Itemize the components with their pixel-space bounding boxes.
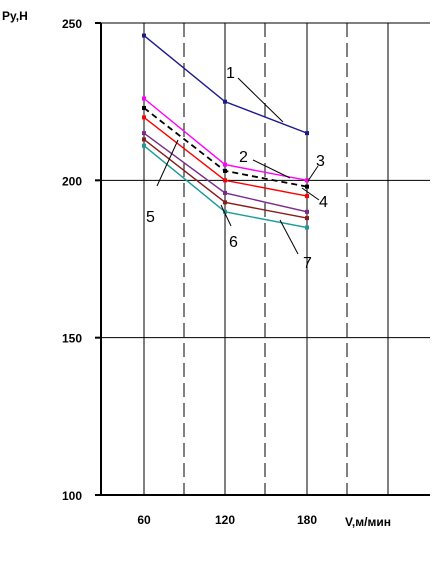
x-tick-label: 180 <box>297 513 317 527</box>
callout-leader-4 <box>301 187 320 201</box>
data-point-4 <box>142 115 146 120</box>
data-point-5 <box>305 209 309 214</box>
data-point-6 <box>305 216 309 221</box>
data-point-3 <box>305 184 309 189</box>
grid <box>95 22 430 496</box>
data-point-7 <box>142 143 146 148</box>
data-point-2 <box>223 162 227 167</box>
x-axis-label: V,м/мин <box>345 515 391 529</box>
callout-leader-5 <box>156 139 179 187</box>
callout-label-5: 5 <box>146 209 155 226</box>
callout-label-6: 6 <box>229 234 238 251</box>
callout-leader-3 <box>307 165 319 182</box>
y-tick-label: 150 <box>62 332 82 346</box>
y-axis-label: Py,H <box>2 9 28 23</box>
data-point-7 <box>305 225 309 230</box>
data-point-5 <box>223 190 227 195</box>
data-point-5 <box>142 131 146 136</box>
callout-label-7: 7 <box>303 255 312 272</box>
callout-label-2: 2 <box>239 149 248 166</box>
callout-leader-2 <box>252 159 291 179</box>
x-tick-label: 60 <box>137 513 151 527</box>
data-point-1 <box>223 99 227 104</box>
callout-label-4: 4 <box>319 194 328 211</box>
y-tick-label: 100 <box>62 489 82 503</box>
callout-label-1: 1 <box>226 65 235 82</box>
data-point-2 <box>142 96 146 101</box>
callout-label-3: 3 <box>316 153 325 170</box>
data-point-6 <box>223 200 227 205</box>
series-layer <box>142 33 309 230</box>
callout-leader-6 <box>220 204 232 227</box>
y-tick-label: 200 <box>62 174 82 188</box>
data-point-2 <box>305 178 309 183</box>
data-point-1 <box>142 33 146 38</box>
x-tick-label: 120 <box>215 513 235 527</box>
callout-leader-7 <box>279 219 299 255</box>
callout-leader-1 <box>237 77 284 123</box>
data-point-4 <box>223 178 227 183</box>
data-point-1 <box>305 131 309 136</box>
data-point-6 <box>142 137 146 142</box>
y-tick-labels: 100 150 200 250 <box>62 17 82 503</box>
data-point-7 <box>223 209 227 214</box>
y-tick-label: 250 <box>62 17 82 31</box>
callout-leaders <box>156 77 320 255</box>
data-point-3 <box>142 105 146 110</box>
data-point-4 <box>305 194 309 199</box>
data-point-3 <box>223 168 227 173</box>
x-tick-labels: 60 120 180 <box>137 513 317 527</box>
